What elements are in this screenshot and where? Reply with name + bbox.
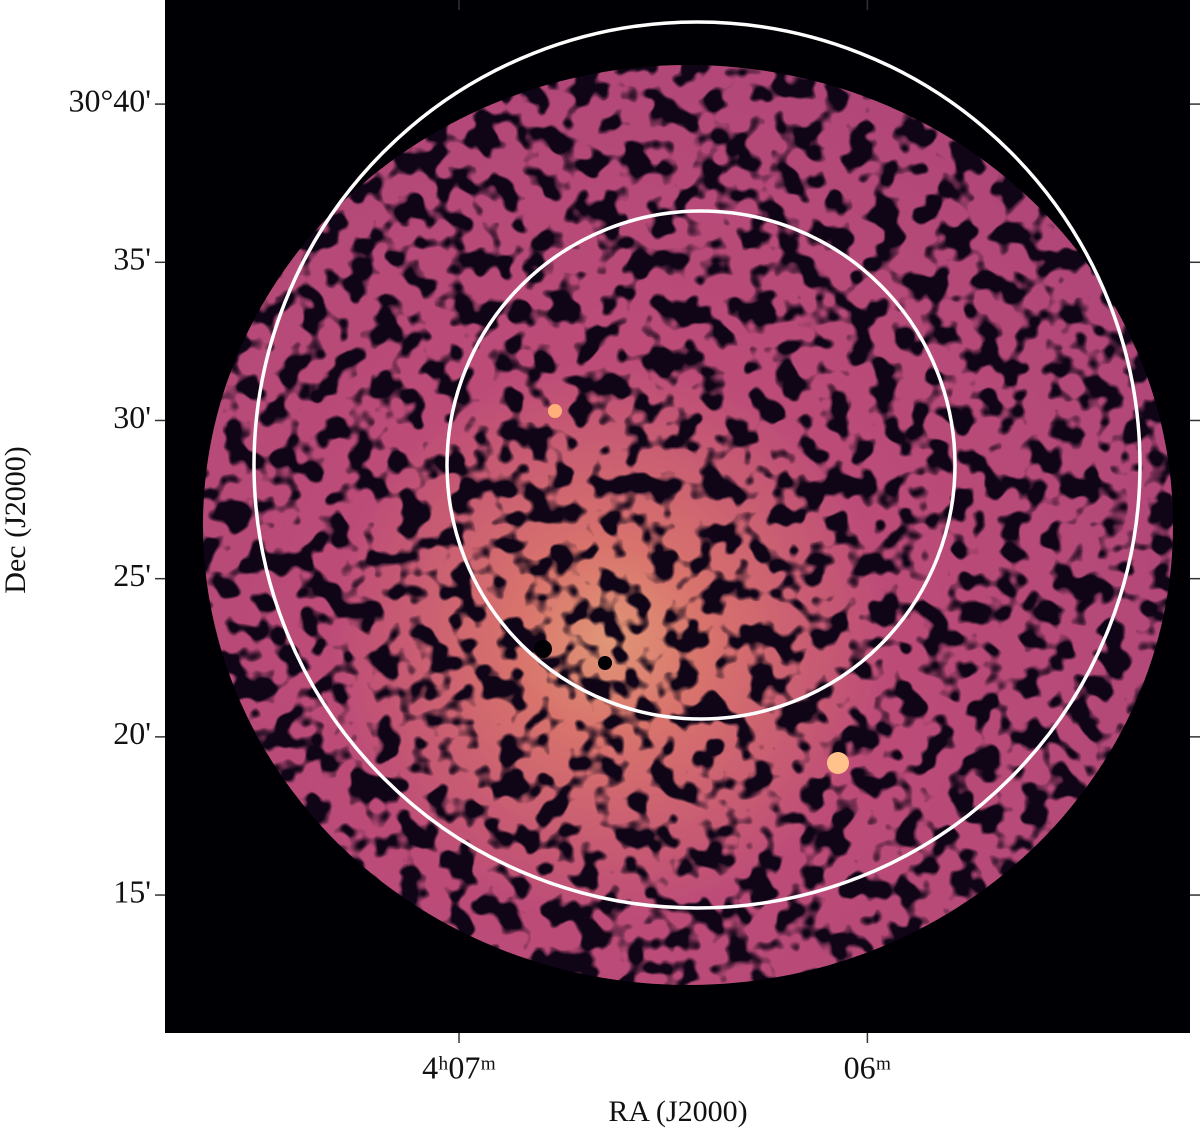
masked-source	[598, 656, 612, 670]
masked-source	[534, 640, 552, 658]
y-tick-label: 35'	[113, 241, 151, 277]
x-tick-label: 06ᵐ	[844, 1049, 892, 1085]
x-tick-label: 4ʰ07ᵐ	[422, 1049, 496, 1085]
y-tick-label: 30'	[113, 399, 151, 435]
y-tick-label: 20'	[113, 715, 151, 751]
x-axis-label: RA (J2000)	[608, 1095, 747, 1128]
point-source	[827, 752, 849, 774]
emission-haze	[203, 65, 1173, 985]
outer-region	[252, 20, 1142, 910]
y-tick-label: 15'	[113, 873, 151, 909]
image-area	[165, 0, 1190, 1033]
x-ray-emission	[203, 65, 1173, 985]
point-source	[548, 404, 562, 418]
inner-region	[445, 209, 957, 721]
y-axis-label: Dec (J2000)	[0, 446, 32, 593]
y-tick-label: 25'	[113, 557, 151, 593]
y-tick-label: 30°40'	[68, 82, 151, 118]
